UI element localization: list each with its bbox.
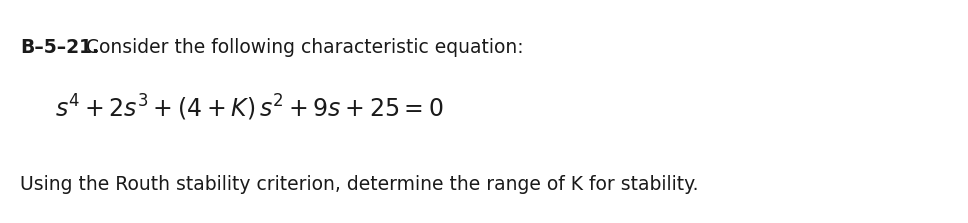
Text: Using the Routh stability criterion, determine the range of K for stability.: Using the Routh stability criterion, det… [20,175,699,194]
Text: $s^4 + 2s^3 + (4 + K)\,s^2 + 9s + 25 = 0$: $s^4 + 2s^3 + (4 + K)\,s^2 + 9s + 25 = 0… [55,93,443,123]
Text: Consider the following characteristic equation:: Consider the following characteristic eq… [80,38,524,57]
Text: B–5–21.: B–5–21. [20,38,99,57]
